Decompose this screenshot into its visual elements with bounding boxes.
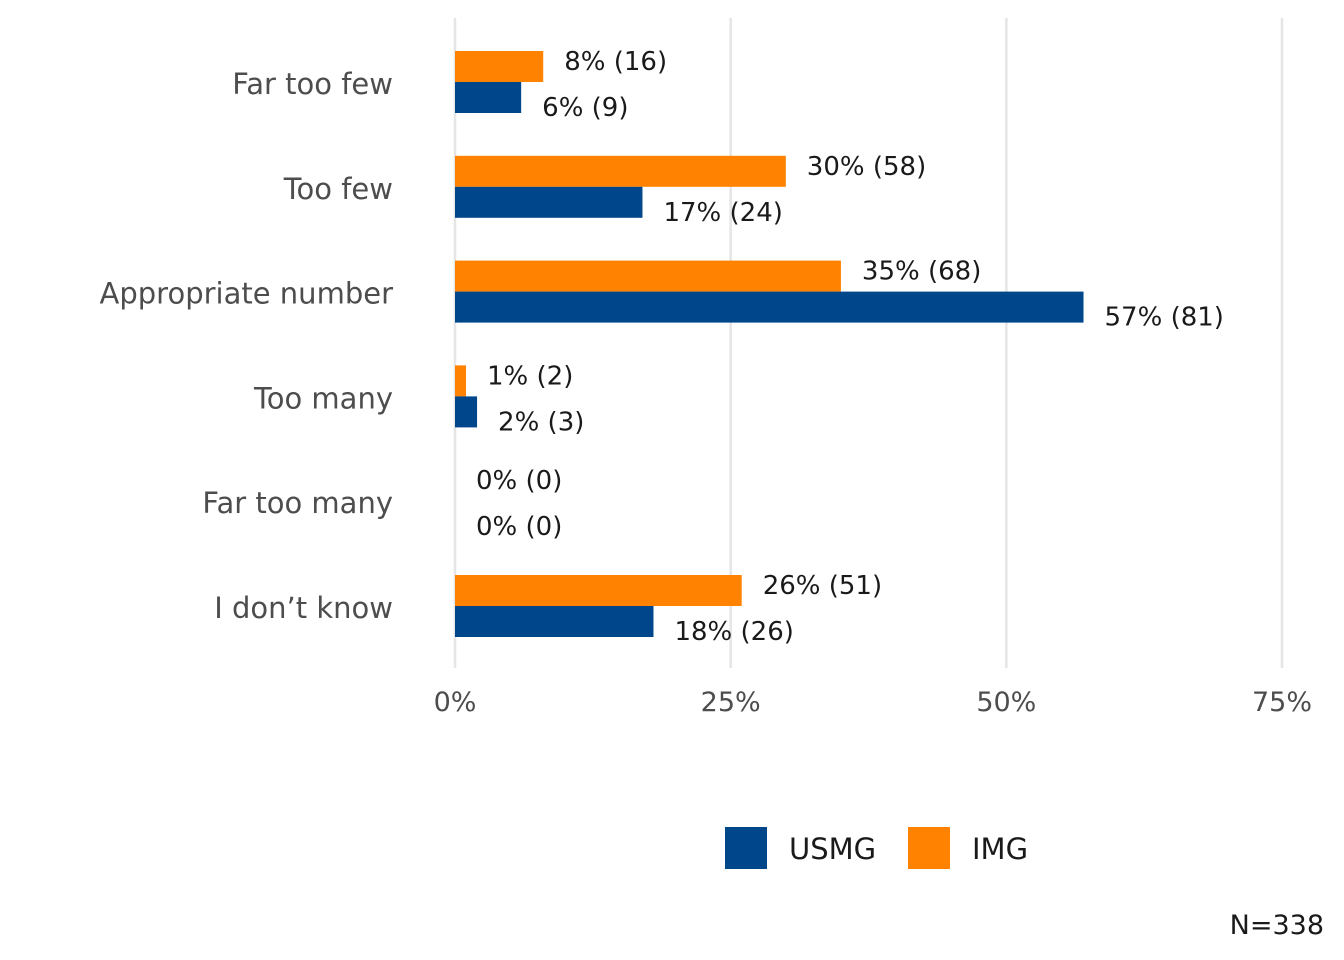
bar-img bbox=[455, 575, 742, 606]
data-label-usmg: 0% (0) bbox=[476, 512, 562, 542]
value-axis: 0% 25% 50% 75% bbox=[434, 687, 1312, 718]
x-tick-label: 0% bbox=[434, 687, 477, 718]
data-label-usmg: 6% (9) bbox=[542, 93, 628, 123]
data-label-img: 26% (51) bbox=[763, 571, 882, 601]
legend-swatch-img bbox=[908, 827, 950, 869]
bar-usmg bbox=[455, 82, 522, 113]
data-label-usmg: 57% (81) bbox=[1105, 303, 1224, 333]
x-tick-label: 50% bbox=[976, 687, 1036, 718]
legend-swatch-usmg bbox=[725, 827, 767, 869]
category-label: Appropriate number bbox=[100, 277, 394, 311]
data-label-img: 30% (58) bbox=[807, 152, 926, 182]
data-label-img: 35% (68) bbox=[862, 257, 981, 287]
legend-label-usmg: USMG bbox=[789, 832, 876, 866]
data-label-usmg: 2% (3) bbox=[498, 407, 584, 437]
bars bbox=[455, 51, 1084, 637]
bar-img bbox=[455, 260, 841, 292]
bar-usmg bbox=[455, 396, 478, 428]
category-label: Too many bbox=[253, 381, 393, 415]
x-tick-label: 25% bbox=[701, 687, 761, 718]
bar-usmg bbox=[455, 186, 643, 218]
bar-usmg bbox=[455, 291, 1084, 323]
bar-img bbox=[455, 51, 544, 82]
category-label: Too few bbox=[283, 172, 393, 206]
data-label-usmg: 17% (24) bbox=[663, 198, 782, 228]
category-axis: Far too few Too few Appropriate number Too … bbox=[100, 67, 394, 625]
bar-img bbox=[455, 155, 786, 187]
category-label: Far too few bbox=[232, 67, 393, 101]
category-label: Far too many bbox=[202, 486, 393, 520]
bar-img bbox=[455, 365, 467, 397]
legend-label-img: IMG bbox=[972, 832, 1028, 866]
data-label-usmg: 18% (26) bbox=[674, 617, 793, 647]
data-labels: 8% (16) 6% (9) 30% (58) 17% (24) 35% (68) 57%… bbox=[476, 47, 1224, 647]
sample-size-note: N=338 bbox=[1230, 910, 1324, 941]
category-label: I don’t know bbox=[214, 591, 393, 625]
legend: USMG IMG bbox=[725, 827, 1028, 869]
data-label-img: 8% (16) bbox=[564, 47, 667, 77]
bar-usmg bbox=[455, 606, 654, 637]
gridlines bbox=[453, 18, 1284, 668]
data-label-img: 1% (2) bbox=[487, 361, 573, 391]
data-label-img: 0% (0) bbox=[476, 466, 562, 496]
x-tick-label: 75% bbox=[1252, 687, 1312, 718]
